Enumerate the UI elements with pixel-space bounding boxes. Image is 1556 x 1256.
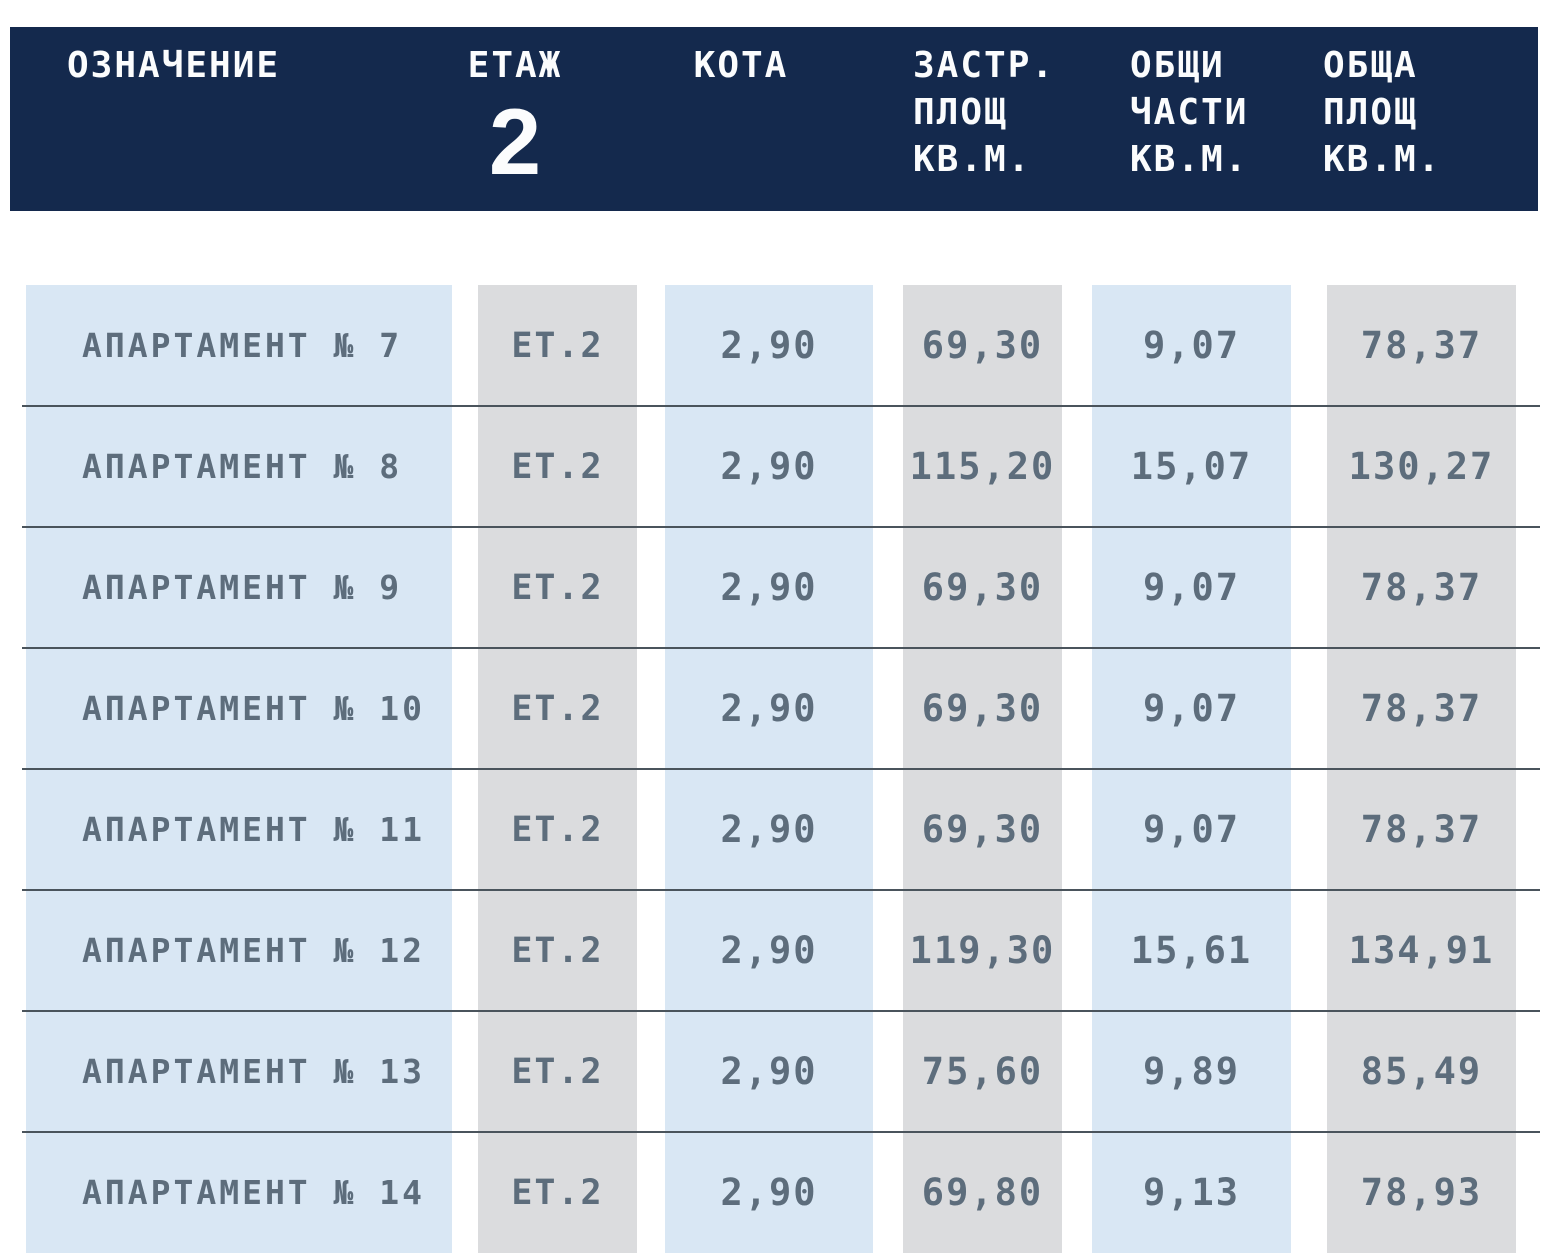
table-row: АПАРТАМЕНТ № 7 ЕТ.2 2,90 69,30 9,07 78,3…	[0, 285, 1556, 406]
floor-number: 2	[488, 89, 542, 194]
header-col-designation-label: ОЗНАЧЕНИЕ	[67, 45, 281, 86]
header-col-built-area-line: КВ.М.	[913, 139, 1032, 180]
common-parts-cell: 9,13	[1142, 1171, 1241, 1214]
kota-cell: 2,90	[720, 566, 818, 609]
common-parts-cell: 9,07	[1142, 324, 1241, 367]
built-area-cell: 75,60	[921, 1050, 1044, 1093]
header-col-built-area: ЗАСТР. ПЛОЩ КВ.М.	[913, 42, 1055, 183]
designation-cell: АПАРТАМЕНТ № 9	[82, 568, 403, 607]
header-col-kota-label: КОТА	[693, 45, 789, 86]
floor-cell: ЕТ.2	[511, 446, 604, 487]
header-col-built-area-line: ПЛОЩ	[913, 92, 1008, 133]
header-col-total-area-line: КВ.М.	[1323, 139, 1442, 180]
designation-cell: АПАРТАМЕНТ № 13	[82, 1052, 426, 1091]
built-area-cell: 119,30	[909, 929, 1056, 972]
common-parts-cell: 15,61	[1130, 929, 1253, 972]
header-col-designation: ОЗНАЧЕНИЕ	[67, 42, 280, 89]
total-area-cell: 134,91	[1348, 929, 1495, 972]
common-parts-cell: 15,07	[1130, 445, 1253, 488]
total-area-cell: 78,37	[1360, 808, 1483, 851]
header-col-total-area-line: ПЛОЩ	[1323, 92, 1418, 133]
header-col-floor-label: ЕТАЖ	[467, 45, 563, 86]
kota-cell: 2,90	[720, 929, 818, 972]
header-col-total-area: ОБЩА ПЛОЩ КВ.М.	[1323, 42, 1441, 183]
common-parts-cell: 9,07	[1142, 687, 1241, 730]
total-area-cell: 130,27	[1348, 445, 1495, 488]
table-row: АПАРТАМЕНТ № 8 ЕТ.2 2,90 115,20 15,07 13…	[0, 405, 1556, 527]
header-col-total-area-line: ОБЩА	[1323, 45, 1418, 86]
table-row: АПАРТАМЕНТ № 13 ЕТ.2 2,90 75,60 9,89 85,…	[0, 1010, 1556, 1132]
floor-cell: ЕТ.2	[511, 809, 604, 850]
table-header: ОЗНАЧЕНИЕ ЕТАЖ 2 КОТА ЗАСТР. ПЛОЩ КВ.М. …	[10, 27, 1538, 211]
header-col-common-parts-line: ОБЩИ	[1130, 45, 1225, 86]
common-parts-cell: 9,07	[1142, 566, 1241, 609]
header-col-common-parts-line: ЧАСТИ	[1130, 92, 1249, 133]
table-row: АПАРТАМЕНТ № 10 ЕТ.2 2,90 69,30 9,07 78,…	[0, 647, 1556, 769]
total-area-cell: 85,49	[1360, 1050, 1483, 1093]
floor-cell: ЕТ.2	[511, 1051, 604, 1092]
table-row: АПАРТАМЕНТ № 11 ЕТ.2 2,90 69,30 9,07 78,…	[0, 768, 1556, 890]
kota-cell: 2,90	[720, 687, 818, 730]
floor-cell: ЕТ.2	[511, 688, 604, 729]
built-area-cell: 69,30	[921, 566, 1044, 609]
floor-cell: ЕТ.2	[511, 1172, 604, 1213]
table-row: АПАРТАМЕНТ № 14 ЕТ.2 2,90 69,80 9,13 78,…	[0, 1131, 1556, 1253]
header-col-common-parts: ОБЩИ ЧАСТИ КВ.М.	[1130, 42, 1248, 183]
common-parts-cell: 9,07	[1142, 808, 1241, 851]
header-col-built-area-line: ЗАСТР.	[913, 45, 1056, 86]
header-col-common-parts-line: КВ.М.	[1130, 139, 1249, 180]
kota-cell: 2,90	[720, 445, 818, 488]
designation-cell: АПАРТАМЕНТ № 10	[82, 689, 426, 728]
designation-cell: АПАРТАМЕНТ № 8	[82, 447, 403, 486]
total-area-cell: 78,37	[1360, 324, 1483, 367]
built-area-cell: 115,20	[909, 445, 1056, 488]
floor-cell: ЕТ.2	[511, 567, 604, 608]
floor-cell: ЕТ.2	[511, 930, 604, 971]
floor-cell: ЕТ.2	[511, 325, 604, 366]
kota-cell: 2,90	[720, 324, 818, 367]
designation-cell: АПАРТАМЕНТ № 12	[82, 931, 426, 970]
header-col-kota: КОТА	[631, 42, 851, 89]
built-area-cell: 69,30	[921, 324, 1044, 367]
common-parts-cell: 9,89	[1142, 1050, 1241, 1093]
table-rows: АПАРТАМЕНТ № 7 ЕТ.2 2,90 69,30 9,07 78,3…	[0, 285, 1556, 1253]
kota-cell: 2,90	[720, 808, 818, 851]
total-area-cell: 78,93	[1360, 1171, 1483, 1214]
kota-cell: 2,90	[720, 1171, 818, 1214]
table-row: АПАРТАМЕНТ № 9 ЕТ.2 2,90 69,30 9,07 78,3…	[0, 526, 1556, 648]
built-area-cell: 69,30	[921, 687, 1044, 730]
kota-cell: 2,90	[720, 1050, 818, 1093]
header-col-floor: ЕТАЖ	[400, 42, 630, 89]
built-area-cell: 69,80	[921, 1171, 1044, 1214]
total-area-cell: 78,37	[1360, 687, 1483, 730]
designation-cell: АПАРТАМЕНТ № 7	[82, 326, 403, 365]
designation-cell: АПАРТАМЕНТ № 14	[82, 1173, 426, 1212]
table-row: АПАРТАМЕНТ № 12 ЕТ.2 2,90 119,30 15,61 1…	[0, 889, 1556, 1011]
designation-cell: АПАРТАМЕНТ № 11	[82, 810, 426, 849]
total-area-cell: 78,37	[1360, 566, 1483, 609]
built-area-cell: 69,30	[921, 808, 1044, 851]
